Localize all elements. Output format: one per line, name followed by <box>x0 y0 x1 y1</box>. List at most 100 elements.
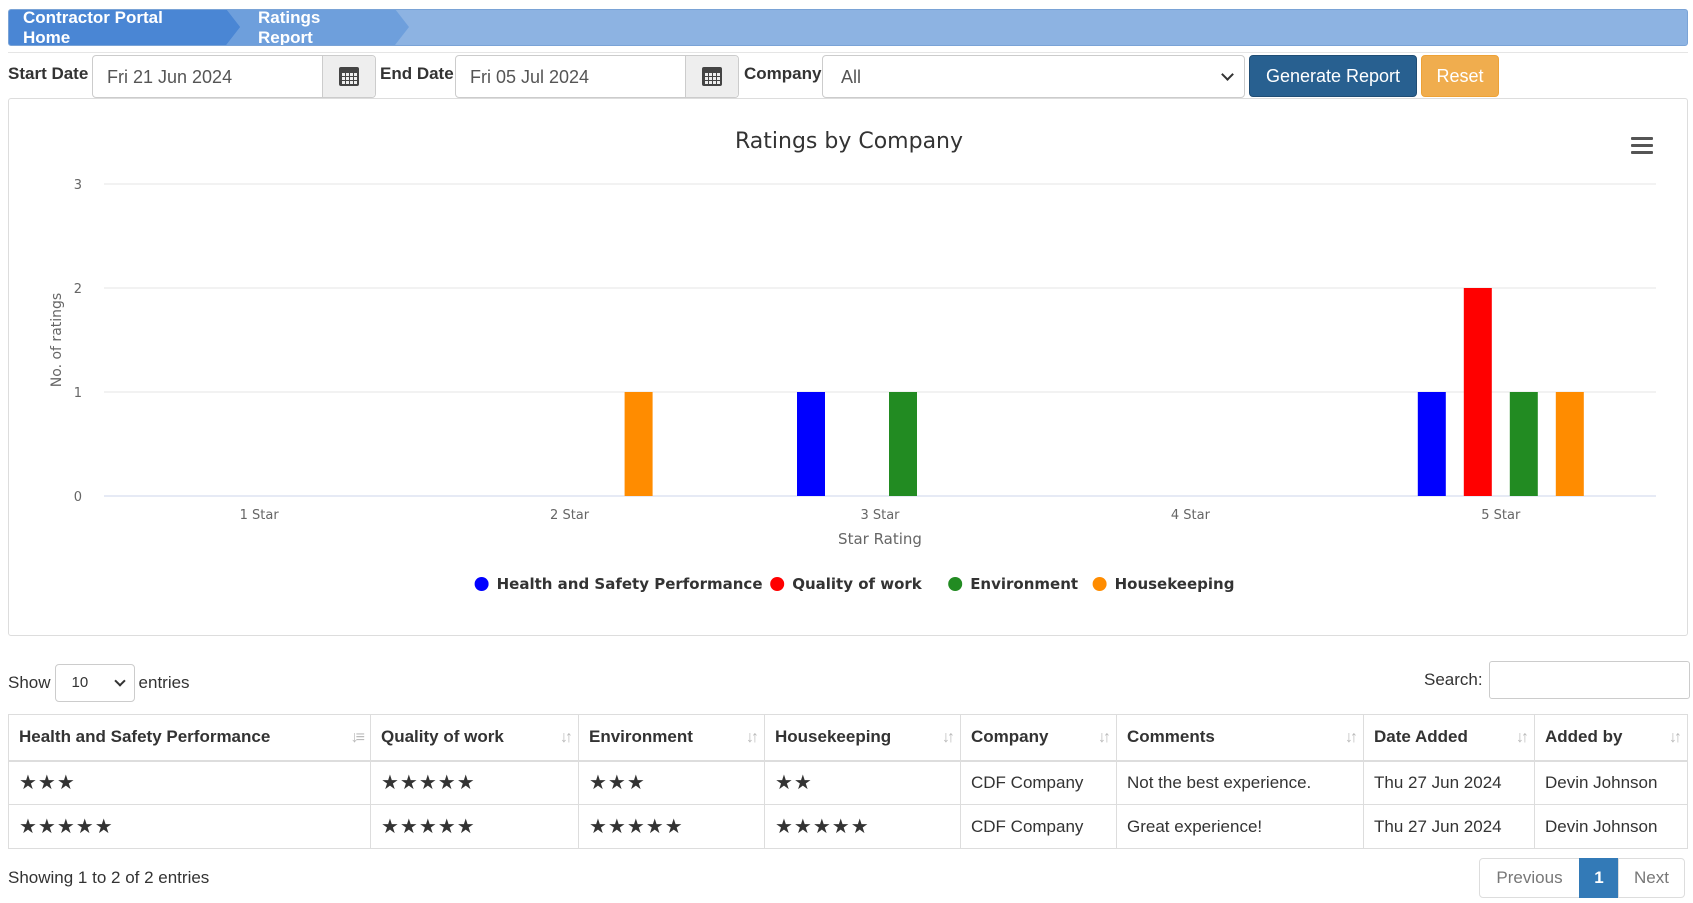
x-axis-label: Star Rating <box>838 530 922 548</box>
column-header-date-added[interactable]: Date Added ↓↑ <box>1363 714 1535 762</box>
table-row: ★★★ ★★★★★ ★★★ ★★ CDF Company Not the bes… <box>8 760 1688 805</box>
company-link[interactable]: CDF Company <box>960 760 1117 805</box>
housekeeping-rating: ★★ <box>764 760 961 805</box>
column-header-label: Added by <box>1545 727 1623 747</box>
bar-2-2 <box>889 392 917 496</box>
calendar-icon <box>339 67 359 86</box>
legend-item: Environment <box>970 575 1078 593</box>
end-date-field[interactable]: Fri 05 Jul 2024 <box>455 55 739 98</box>
column-header-label: Environment <box>589 727 693 747</box>
chevron-down-icon <box>113 675 126 687</box>
column-header-added-by[interactable]: Added by ↓↑ <box>1534 714 1688 762</box>
ratings-table: Health and Safety Performance ↓≡ Quality … <box>8 714 1688 849</box>
environment-rating: ★★★ <box>578 760 765 805</box>
search-label: Search: <box>1424 670 1483 689</box>
start-date-calendar-button[interactable] <box>323 56 375 97</box>
breadcrumb: Contractor Portal Home Ratings Report <box>8 9 1688 46</box>
legend-marker <box>1092 577 1107 591</box>
end-date-label: End Date <box>380 64 454 83</box>
breadcrumb-current: Ratings Report <box>226 10 409 45</box>
divider <box>8 52 1688 53</box>
company-select-value: All <box>841 67 862 87</box>
comments-cell: Not the best experience. <box>1116 760 1364 805</box>
hs-rating: ★★★ <box>8 760 371 805</box>
legend-item: Health and Safety Performance <box>497 575 763 593</box>
start-date-value[interactable]: Fri 21 Jun 2024 <box>93 56 323 97</box>
bar-3-1 <box>624 392 653 496</box>
bar-3-4 <box>1555 392 1584 496</box>
x-tick-label: 5 Star <box>1481 508 1521 523</box>
y-tick-label: 1 <box>74 386 82 401</box>
legend-item: Housekeeping <box>1115 575 1235 593</box>
chevron-down-icon <box>1221 68 1234 81</box>
column-header-label: Comments <box>1127 727 1215 747</box>
column-header-housekeeping[interactable]: Housekeeping ↓↑ <box>764 714 961 762</box>
entries-select-value: 10 <box>71 674 89 691</box>
search-input[interactable] <box>1488 661 1690 699</box>
show-label: Show <box>8 673 51 692</box>
bar-2-4 <box>1509 392 1538 496</box>
column-header-quality[interactable]: Quality of work ↓↑ <box>370 714 579 762</box>
y-tick-label: 3 <box>74 178 82 193</box>
breadcrumb-home-link[interactable]: Contractor Portal Home <box>9 10 240 45</box>
company-link[interactable]: CDF Company <box>960 804 1117 849</box>
sort-icon: ↓↑ <box>1669 729 1682 746</box>
company-label: Company <box>744 64 822 83</box>
column-header-label: Date Added <box>1374 727 1468 747</box>
x-tick-label: 2 Star <box>550 508 590 523</box>
sort-icon: ↓↑ <box>746 729 759 746</box>
page-1-button[interactable]: 1 <box>1579 858 1619 898</box>
legend-item: Quality of work <box>792 575 923 593</box>
sort-icon: ↓↑ <box>1516 729 1529 746</box>
reset-button[interactable]: Reset <box>1421 55 1499 97</box>
comments-cell: Great experience! <box>1116 804 1364 849</box>
added-by-cell: Devin Johnson <box>1534 760 1688 805</box>
table-info: Showing 1 to 2 of 2 entries <box>8 868 210 887</box>
y-tick-label: 2 <box>74 282 82 297</box>
date-added-cell: Thu 27 Jun 2024 <box>1363 804 1535 849</box>
start-date-label: Start Date <box>8 64 89 83</box>
entries-length-control: Show 10 entries <box>8 664 190 702</box>
hs-rating: ★★★★★ <box>8 804 371 849</box>
column-header-label: Quality of work <box>381 727 504 747</box>
sort-desc-icon: ↓≡ <box>350 729 365 746</box>
date-added-cell: Thu 27 Jun 2024 <box>1363 760 1535 805</box>
pagination: Previous 1 Next <box>1479 858 1685 898</box>
next-page-button[interactable]: Next <box>1618 858 1685 898</box>
chart-panel: Ratings by Company 0 1 2 3 No. of ratings 1 St… <box>8 98 1688 636</box>
start-date-field[interactable]: Fri 21 Jun 2024 <box>92 55 376 98</box>
x-tick-label: 4 Star <box>1171 508 1211 523</box>
chart-menu-icon[interactable] <box>1631 137 1653 155</box>
y-tick-label: 0 <box>74 490 82 505</box>
table-header-row: Health and Safety Performance ↓≡ Quality … <box>8 714 1688 762</box>
column-header-company[interactable]: Company ↓↑ <box>960 714 1117 762</box>
end-date-value[interactable]: Fri 05 Jul 2024 <box>456 56 686 97</box>
chart-title: Ratings by Company <box>735 129 963 154</box>
table-row: ★★★★★ ★★★★★ ★★★★★ ★★★★★ CDF Company Grea… <box>8 804 1688 849</box>
sort-icon: ↓↑ <box>560 729 573 746</box>
housekeeping-rating: ★★★★★ <box>764 804 961 849</box>
generate-report-button[interactable]: Generate Report <box>1249 55 1417 97</box>
x-tick-label: 1 Star <box>240 508 280 523</box>
legend-marker <box>770 577 785 591</box>
quality-rating: ★★★★★ <box>370 804 579 849</box>
column-header-hs[interactable]: Health and Safety Performance ↓≡ <box>8 714 371 762</box>
entries-select[interactable]: 10 <box>54 664 135 702</box>
added-by-cell: Devin Johnson <box>1534 804 1688 849</box>
column-header-label: Health and Safety Performance <box>19 727 271 747</box>
column-header-environment[interactable]: Environment ↓↑ <box>578 714 765 762</box>
x-tick-label: 3 Star <box>860 508 900 523</box>
environment-rating: ★★★★★ <box>578 804 765 849</box>
company-select[interactable]: All <box>822 55 1245 98</box>
y-axis-label: No. of ratings <box>49 293 65 387</box>
legend-marker <box>474 577 489 591</box>
column-header-comments[interactable]: Comments ↓↑ <box>1116 714 1364 762</box>
bar-0-2 <box>797 392 825 496</box>
column-header-label: Housekeeping <box>775 727 892 747</box>
bar-1-4 <box>1463 288 1492 496</box>
sort-icon: ↓↑ <box>1098 729 1111 746</box>
previous-page-button[interactable]: Previous <box>1479 858 1580 898</box>
end-date-calendar-button[interactable] <box>686 56 738 97</box>
entries-label: entries <box>138 673 190 692</box>
sort-icon: ↓↑ <box>942 729 955 746</box>
